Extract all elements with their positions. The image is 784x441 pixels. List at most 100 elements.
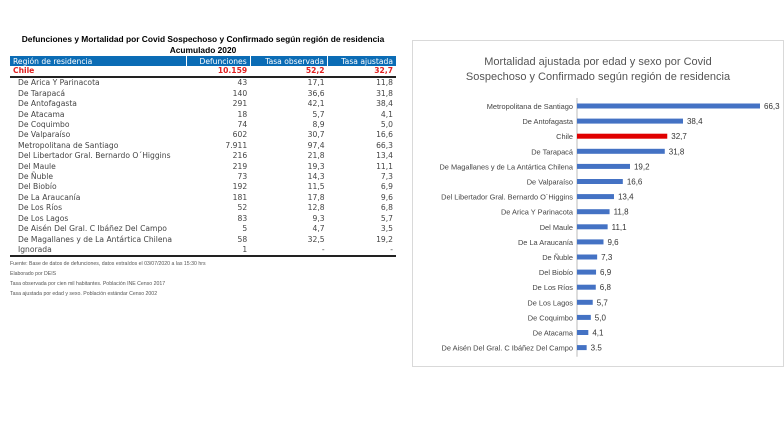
cell-deaths: 181: [232, 192, 248, 202]
data-label: 9,6: [607, 238, 619, 247]
table-row: De Ñuble 73 14,3 7,3: [10, 172, 396, 182]
table-row-total: Chile 10.159 52,2 32,7: [10, 66, 396, 79]
cell-observed-rate: 8,9: [312, 120, 325, 130]
data-label: 32,7: [671, 132, 687, 141]
category-label: Metropolitana de Santiago: [487, 102, 573, 111]
cell-deaths: 216: [232, 151, 248, 161]
category-label: De Valparaíso: [527, 178, 573, 187]
table-row: De Los Lagos 83 9,3 5,7: [10, 214, 396, 224]
cell-observed-rate: 17,1: [307, 78, 325, 88]
data-label: 66,3: [764, 102, 780, 111]
cell-deaths: 219: [232, 161, 248, 171]
category-label: De Antofagasta: [522, 117, 573, 126]
cell-deaths: 5: [242, 224, 248, 234]
cell-region: Del Biobío: [18, 182, 57, 192]
category-label: De Los Ríos: [532, 283, 573, 292]
table-header: Región de residencia Defunciones Tasa ob…: [10, 56, 396, 66]
cell-deaths: 1: [186, 244, 251, 258]
cell-adjusted-rate: 9,6: [380, 192, 393, 202]
table-row: De Tarapacá 140 36,6 31,8: [10, 89, 396, 99]
cell-adjusted-rate: 3,5: [380, 224, 393, 234]
cell-observed-rate: 17,8: [307, 192, 325, 202]
chart-title-line-1: Mortalidad ajustada por edad y sexo por …: [484, 56, 712, 68]
category-label: De Coquimbo: [528, 313, 573, 322]
table-row: De Aisén Del Gral. C Ibáñez Del Campo 5 4,…: [10, 224, 396, 234]
bar: [577, 103, 760, 109]
data-label: 11,8: [614, 208, 630, 217]
cell-region: De Antofagasta: [18, 99, 77, 109]
bar: [577, 239, 604, 245]
header-adjusted-rate: Tasa ajustada: [327, 56, 396, 66]
footnote: Fuente: Base de datos de defunciones, da…: [10, 261, 206, 268]
cell-adjusted-rate: 6,9: [380, 182, 393, 192]
cell-adjusted-rate: 19,2: [376, 234, 393, 244]
cell-observed-rate: 14,3: [307, 172, 325, 182]
cell-region: De Valparaíso: [18, 130, 71, 140]
data-label: 4,1: [592, 329, 604, 338]
table-row: Del Libertador Gral. Bernardo O´Higgins 2…: [10, 151, 396, 161]
category-label: Chile: [556, 132, 573, 141]
bar: [577, 179, 623, 184]
data-label: 38,4: [687, 117, 703, 126]
data-label: 19,2: [634, 162, 650, 171]
cell-adjusted-rate: 5,0: [380, 120, 393, 130]
data-label: 3.5: [591, 344, 603, 353]
category-label: De Los Lagos: [527, 298, 573, 307]
footnote: Tasa observada por cien mil habitantes. …: [10, 281, 166, 288]
cell-deaths: 73: [237, 172, 248, 182]
cell-adjusted-rate: -: [327, 244, 396, 258]
header-observed-rate: Tasa observada: [249, 56, 328, 66]
cell-deaths: 18: [237, 109, 248, 119]
cell-deaths: 58: [237, 234, 248, 244]
cell-region: De Coquimbo: [18, 120, 70, 130]
data-label: 5,7: [597, 298, 609, 307]
table-row: De Los Ríos 52 12,8 6,8: [10, 203, 396, 213]
table-row: De Arica Y Parinacota 43 17,1 11,8: [10, 77, 396, 88]
cell-deaths: 83: [237, 213, 248, 223]
table-row: Del Biobío 192 11,5 6,9: [10, 182, 396, 192]
cell-adjusted-rate: 11,8: [376, 78, 393, 88]
category-label: De Arica Y Parinacota: [501, 208, 574, 217]
category-label: Del Biobío: [539, 268, 573, 277]
data-label: 6,8: [600, 283, 612, 292]
data-label: 7,3: [601, 253, 613, 262]
cell-region: De La Araucanía: [18, 192, 81, 202]
cell-deaths: 10.159: [186, 66, 251, 79]
table-row: Ignorada 1- -: [10, 244, 396, 258]
category-label: Del Maule: [540, 223, 573, 232]
table-row: De Magallanes y de La Antártica Chilena 5…: [10, 235, 396, 245]
bar: [577, 299, 593, 305]
category-label: De Ñuble: [542, 253, 573, 262]
footnote: Elaborado por DEIS: [10, 271, 57, 278]
cell-observed-rate: 21,8: [307, 151, 325, 161]
cell-adjusted-rate: 16,6: [376, 130, 393, 140]
cell-observed-rate: 9,3: [312, 213, 325, 223]
cell-region: De Ñuble: [18, 172, 54, 182]
mortality-table-section: Defunciones y Mortalidad por Covid Sospe…: [10, 34, 396, 297]
cell-region: Del Maule: [18, 161, 56, 171]
chart-title: Mortalidad ajustada por edad y sexo por …: [413, 55, 783, 85]
data-label: 11,1: [612, 223, 628, 232]
bar: [577, 118, 683, 124]
category-label: De Atacama: [533, 329, 574, 338]
cell-deaths: 291: [232, 99, 248, 109]
cell-deaths: 43: [237, 78, 248, 88]
bar: [577, 133, 668, 139]
bar: [577, 314, 591, 320]
cell-adjusted-rate: 13,4: [376, 151, 393, 161]
cell-observed-rate: 42,1: [307, 99, 325, 109]
cell-deaths: 140: [232, 88, 248, 98]
bar: [577, 330, 589, 335]
bar: [577, 224, 608, 230]
cell-region: De Los Ríos: [18, 203, 63, 213]
cell-region: De Atacama: [18, 109, 65, 119]
bar: [577, 284, 596, 290]
cell-adjusted-rate: 4,1: [380, 109, 393, 119]
cell-adjusted-rate: 7,3: [380, 172, 393, 182]
data-label: 5,0: [595, 313, 607, 322]
table-row: De Valparaíso 602 30,7 16,6: [10, 130, 396, 140]
cell-region: De Aisén Del Gral. C Ibáñez Del Campo: [18, 224, 167, 234]
table-row: De Coquimbo 74 8,9 5,0: [10, 120, 396, 130]
data-label: 16,6: [627, 178, 643, 187]
table-row: De La Araucanía 181 17,8 9,6: [10, 193, 396, 203]
